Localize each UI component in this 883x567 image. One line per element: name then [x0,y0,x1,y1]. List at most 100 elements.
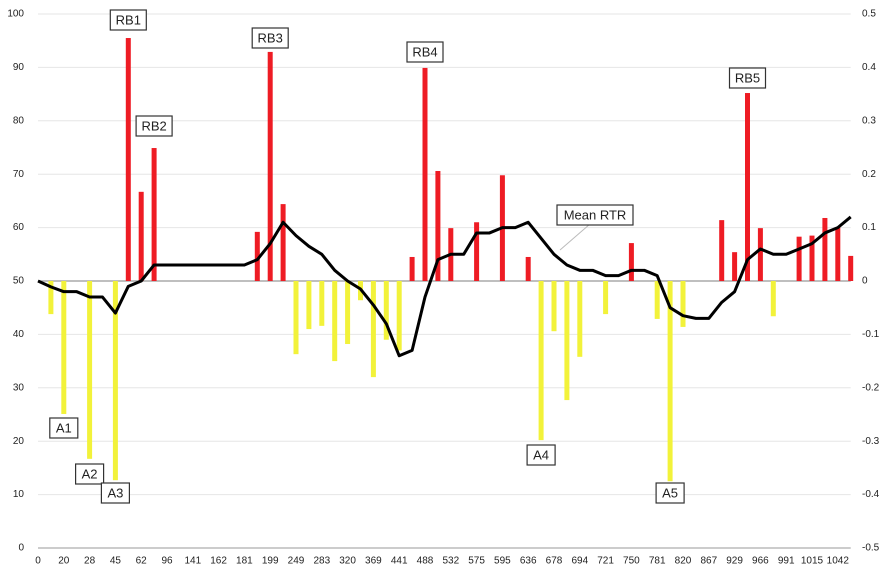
bar [151,148,157,281]
bar [757,228,763,281]
annotation-box [135,115,173,137]
bar [370,281,376,378]
y2-tick-label: -0.2 [862,382,880,393]
bar [435,170,441,281]
annotation-box [49,417,79,439]
bar [125,38,131,281]
bar [138,191,144,281]
annotation-box [100,482,131,504]
annotation: A1 [56,420,72,435]
y2-tick-label: -0.3 [862,436,880,447]
y2-tick-label: 0.4 [862,62,876,73]
x-tick-label: 867 [700,556,717,567]
bar [474,222,480,281]
bar [822,217,828,281]
bar [254,231,260,281]
annotation-box [526,444,556,466]
x-tick-label: 45 [110,556,122,567]
y-tick-label: 0 [18,543,24,554]
bar [319,281,325,326]
bar [87,281,93,459]
bar [745,93,750,281]
bar [280,204,286,281]
x-tick-label: 595 [494,556,511,567]
annotation-box [655,482,685,504]
annotation: A4 [533,447,549,462]
x-tick-label: 575 [468,556,485,567]
y2-tick-label: -0.4 [862,489,880,500]
y-tick-label: 20 [13,436,25,447]
bar [525,256,531,281]
annotation-box [728,67,767,89]
bar [667,281,673,482]
bar [306,281,312,330]
x-tick-label: 28 [84,556,96,567]
bar [48,281,54,315]
bar [267,51,273,281]
bar [61,281,67,414]
x-tick-label: 781 [649,556,666,567]
x-tick-label: 320 [339,556,356,567]
annotation: A2 [82,466,98,481]
annotation: RB3 [258,30,283,45]
y-tick-label: 60 [13,222,25,233]
x-tick-label: 820 [675,556,692,567]
bar [293,281,299,355]
x-tick-label: 249 [288,556,305,567]
y-tick-label: 40 [13,329,25,340]
bar [719,220,725,281]
callout-line [559,223,591,251]
y2-tick-label: 0.3 [862,115,876,126]
bar [422,67,428,282]
line-label: Mean RTR [564,207,627,222]
x-tick-label: 929 [726,556,743,567]
annotation: A3 [107,485,123,500]
x-tick-label: 991 [778,556,795,567]
bar [796,236,802,281]
x-tick-label: 694 [571,556,588,567]
y2-tick-label: 0.1 [862,222,876,233]
annotation: RB1 [116,12,141,27]
bar [538,281,544,441]
y-tick-label: 90 [13,62,25,73]
bar [809,235,815,281]
bar [603,281,609,315]
x-tick-label: 1015 [801,556,824,567]
bar [835,227,841,281]
annotation: RB5 [735,70,760,85]
x-tick-label: 181 [236,556,253,567]
bar [112,281,118,481]
bar [396,281,402,351]
bar [770,281,776,317]
bar [577,281,583,357]
x-tick-label: 96 [161,556,173,567]
annotation-box [251,27,289,49]
bar [551,281,557,332]
bar [848,255,854,281]
x-tick-label: 20 [58,556,70,567]
y-tick-label: 30 [13,382,25,393]
x-tick-label: 283 [313,556,330,567]
x-tick-label: 441 [391,556,408,567]
x-tick-label: 199 [262,556,279,567]
x-tick-label: 750 [623,556,640,567]
bar [680,281,686,327]
x-tick-label: 488 [417,556,434,567]
annotation-box [109,9,147,31]
x-tick-label: 636 [520,556,537,567]
bar [654,281,660,319]
x-tick-label: 1042 [827,556,850,567]
y-tick-label: 80 [13,115,25,126]
bar [345,281,351,345]
y-tick-label: 10 [13,489,25,500]
x-tick-label: 141 [184,556,201,567]
x-tick-label: 369 [365,556,382,567]
y2-tick-label: -0.1 [862,329,880,340]
annotation-box [406,41,444,63]
x-tick-label: 678 [546,556,563,567]
y-tick-label: 100 [7,9,24,20]
x-tick-label: 62 [136,556,148,567]
y-tick-label: 50 [13,276,25,287]
line [37,215,852,358]
